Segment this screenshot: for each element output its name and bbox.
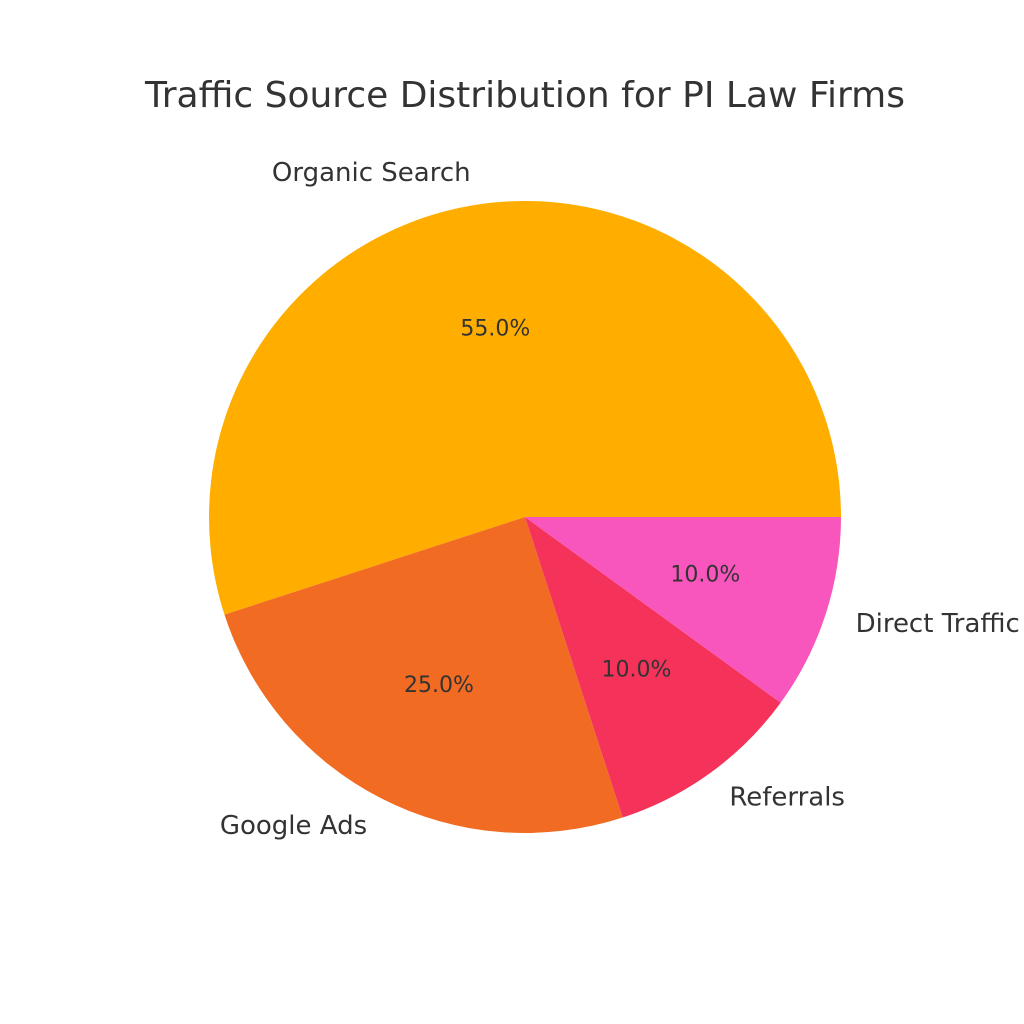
value-label: 25.0% xyxy=(404,673,474,698)
pie-slice xyxy=(208,200,841,615)
slice-label: Referrals xyxy=(729,783,845,813)
value-label: 55.0% xyxy=(460,317,530,342)
pie-slice xyxy=(525,517,781,818)
pie-slice xyxy=(224,517,623,833)
value-label: 10.0% xyxy=(601,657,671,682)
slice-label: Google Ads xyxy=(220,811,367,841)
slice-label: Organic Search xyxy=(272,158,471,188)
chart-title: Traffic Source Distribution for PI Law F… xyxy=(144,75,905,116)
slice-label: Direct Traffic xyxy=(856,609,1020,639)
value-label: 10.0% xyxy=(670,563,740,588)
pie-slice xyxy=(525,517,841,703)
